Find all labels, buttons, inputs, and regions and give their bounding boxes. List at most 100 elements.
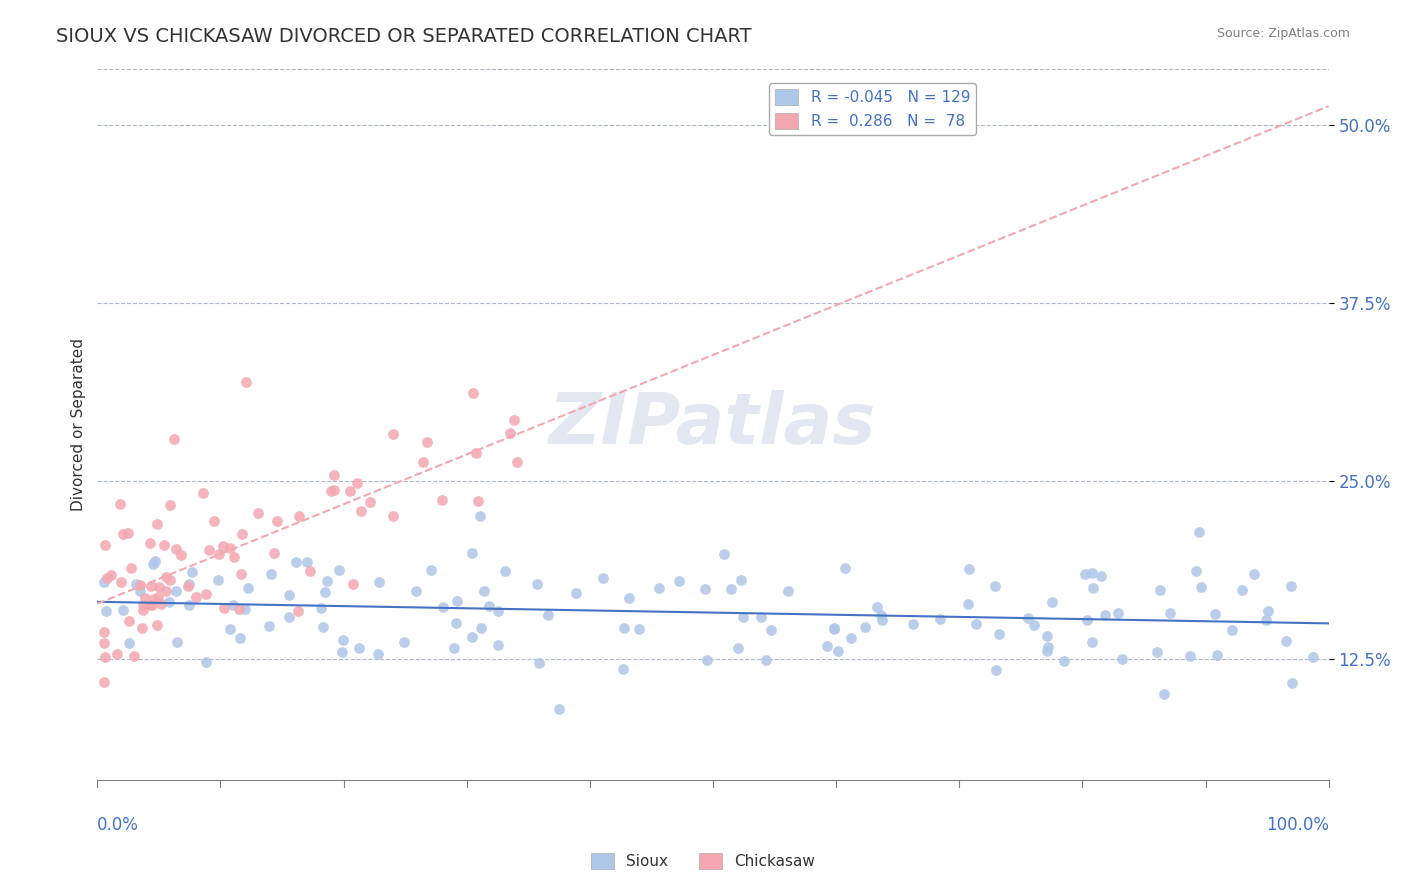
Point xyxy=(228,602,250,616)
Point xyxy=(494,564,516,578)
Point xyxy=(319,483,342,498)
Point xyxy=(957,562,980,576)
Point xyxy=(751,609,773,624)
Point xyxy=(461,546,484,560)
Point xyxy=(287,508,309,523)
Point xyxy=(778,583,800,598)
Point xyxy=(405,583,427,598)
Text: 0.0%: 0.0% xyxy=(97,815,139,834)
Point xyxy=(720,582,742,596)
Point xyxy=(1149,583,1171,598)
Point xyxy=(110,574,132,589)
Point xyxy=(328,563,350,577)
Point xyxy=(984,663,1007,677)
Text: ZIPatlas: ZIPatlas xyxy=(550,390,877,458)
Point xyxy=(105,647,128,661)
Text: Source: ZipAtlas.com: Source: ZipAtlas.com xyxy=(1216,27,1350,40)
Point xyxy=(696,653,718,667)
Point xyxy=(278,588,301,602)
Point xyxy=(755,653,778,667)
Point xyxy=(166,634,188,648)
Point xyxy=(432,493,454,508)
Point xyxy=(432,600,454,615)
Point xyxy=(145,517,167,532)
Point xyxy=(446,594,468,608)
Point xyxy=(212,601,235,615)
Point xyxy=(141,599,163,613)
Point xyxy=(165,541,187,556)
Point xyxy=(1178,649,1201,664)
Point xyxy=(257,619,280,633)
Point xyxy=(987,627,1010,641)
Point xyxy=(132,603,155,617)
Point xyxy=(527,656,550,670)
Point xyxy=(93,675,115,690)
Text: 100.0%: 100.0% xyxy=(1265,815,1329,834)
Point xyxy=(112,526,135,541)
Point xyxy=(278,610,301,624)
Point xyxy=(208,548,231,562)
Text: SIOUX VS CHICKASAW DIVORCED OR SEPARATED CORRELATION CHART: SIOUX VS CHICKASAW DIVORCED OR SEPARATED… xyxy=(56,27,752,45)
Point xyxy=(759,623,782,637)
Point xyxy=(93,574,115,589)
Point xyxy=(143,592,166,607)
Legend: R = -0.045   N = 129, R =  0.286   N =  78: R = -0.045 N = 129, R = 0.286 N = 78 xyxy=(769,83,976,135)
Point xyxy=(195,655,218,669)
Point xyxy=(148,580,170,594)
Point xyxy=(94,604,117,618)
Point xyxy=(93,636,115,650)
Point xyxy=(93,625,115,640)
Point xyxy=(211,539,233,553)
Point xyxy=(145,617,167,632)
Point xyxy=(139,536,162,550)
Point xyxy=(129,578,152,592)
Point xyxy=(181,566,204,580)
Point xyxy=(1279,579,1302,593)
Point xyxy=(108,497,131,511)
Point xyxy=(547,702,569,716)
Point xyxy=(1053,654,1076,668)
Point xyxy=(146,590,169,604)
Point xyxy=(222,598,245,612)
Point xyxy=(464,445,486,459)
Point xyxy=(713,547,735,561)
Point xyxy=(502,413,524,427)
Point xyxy=(139,598,162,612)
Point xyxy=(177,598,200,612)
Point xyxy=(1107,606,1129,620)
Point xyxy=(93,538,115,552)
Point xyxy=(96,571,118,585)
Point xyxy=(823,623,845,637)
Point xyxy=(1076,613,1098,627)
Y-axis label: Divorced or Separated: Divorced or Separated xyxy=(72,338,86,511)
Point xyxy=(100,567,122,582)
Point xyxy=(359,495,381,509)
Point xyxy=(309,601,332,615)
Point xyxy=(486,604,509,618)
Point xyxy=(111,603,134,617)
Point xyxy=(143,554,166,568)
Point xyxy=(235,375,257,389)
Point xyxy=(1230,583,1253,598)
Point xyxy=(120,561,142,575)
Point xyxy=(478,599,501,613)
Point xyxy=(1146,645,1168,659)
Point xyxy=(202,514,225,528)
Point xyxy=(231,527,253,541)
Point xyxy=(1081,635,1104,649)
Point xyxy=(191,486,214,500)
Point xyxy=(94,650,117,665)
Point xyxy=(118,635,141,649)
Point xyxy=(416,435,439,450)
Point xyxy=(1185,564,1208,578)
Point xyxy=(125,577,148,591)
Point xyxy=(824,621,846,635)
Point xyxy=(1257,603,1279,617)
Point xyxy=(526,577,548,591)
Legend: Sioux, Chickasaw: Sioux, Chickasaw xyxy=(585,847,821,875)
Point xyxy=(170,548,193,562)
Point xyxy=(1038,640,1060,654)
Point xyxy=(219,622,242,636)
Point xyxy=(537,607,560,622)
Point xyxy=(316,574,339,588)
